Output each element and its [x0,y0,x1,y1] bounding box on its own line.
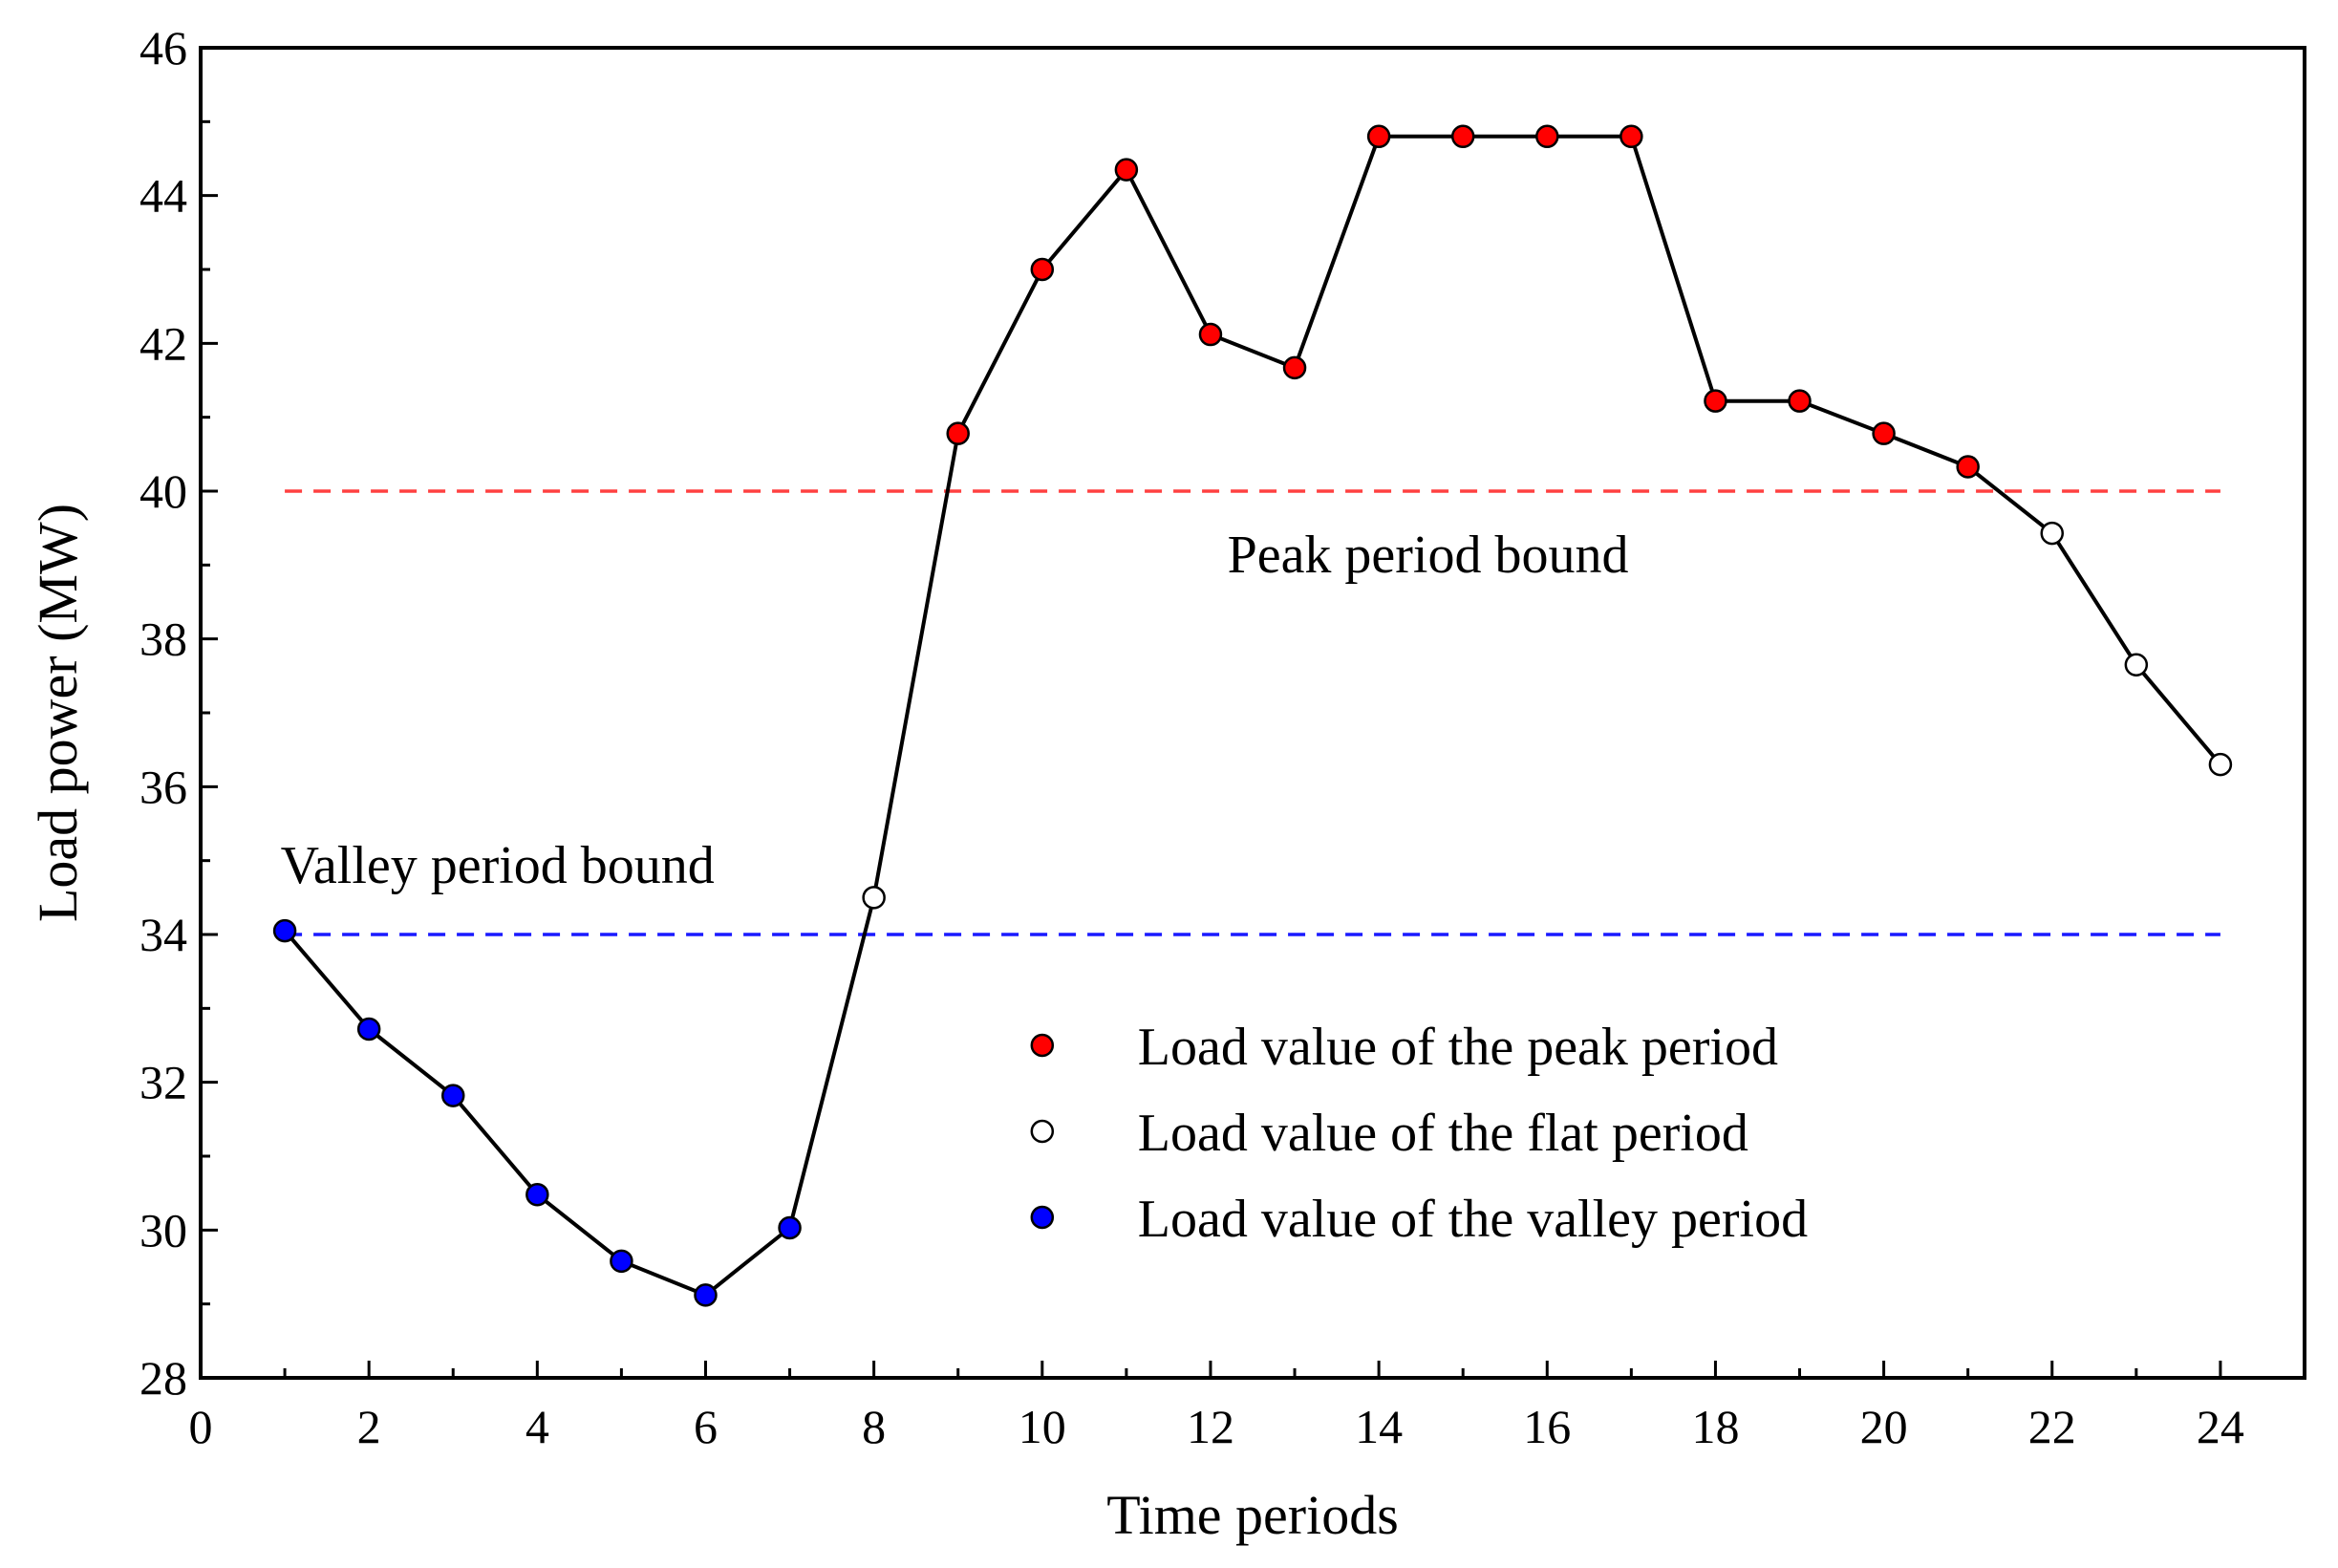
peak-point [1872,421,1896,445]
y-tick-label: 32 [139,1056,187,1109]
legend-label-flat: Load value of the flat period [1138,1104,1748,1163]
y-tick-label: 34 [139,908,187,961]
valley-bound-annotation: Valley period bound [281,836,715,895]
peak-point [1114,158,1139,182]
series-group [272,124,2233,1307]
y-tick-label: 42 [139,316,187,370]
peak-point [1450,124,1475,149]
legend-marker-valley [1030,1205,1055,1230]
peak-point [946,421,970,445]
valley-point [272,918,297,943]
legend-label-valley: Load value of the valley period [1138,1190,1808,1249]
valley-point [526,1182,549,1207]
labels-group: Peak period bound Valley period bound Ti… [27,504,1628,1546]
legend-marker-flat [1030,1119,1055,1144]
plot-frame [199,46,2306,1380]
x-tick-label: 10 [1019,1400,1066,1453]
valley-point [778,1215,802,1240]
x-tick-label: 22 [2028,1400,2076,1453]
axes-group: 0 2 4 6 8 10 12 14 16 18 20 22 242830323436384042444… [139,21,2306,1453]
valley-point [356,1017,381,1042]
y-tick-label: 36 [139,760,187,813]
x-tick-label: 18 [1691,1400,1739,1453]
peak-point [1030,257,1055,282]
x-tick-label: 6 [694,1400,718,1453]
load-series-line [283,134,2222,1298]
y-tick-label: 46 [139,21,187,75]
y-tick-label: 40 [139,464,187,518]
legend-marker-peak [1030,1033,1055,1058]
y-tick-label: 44 [139,169,187,223]
bound-lines-group [285,489,2220,936]
peak-point [1956,455,1980,479]
y-tick-label: 30 [139,1203,187,1257]
valley-point [694,1283,718,1307]
x-tick-label: 4 [526,1400,549,1453]
flat-point [2040,521,2065,546]
y-tick-label: 28 [139,1351,187,1405]
peak-bound-annotation: Peak period bound [1228,526,1629,585]
y-axis-title: Load power (MW) [27,504,89,922]
peak-point [1619,124,1643,149]
peak-point [1366,124,1391,149]
peak-point [1535,124,1559,149]
flat-point [2208,752,2233,777]
x-tick-label: 8 [862,1400,886,1453]
peak-point [1788,389,1812,413]
y-tick-label: 38 [139,612,187,666]
x-tick-label: 20 [1860,1400,1908,1453]
flat-point [2124,653,2149,677]
peak-point [1282,355,1307,380]
x-tick-label: 0 [189,1400,213,1453]
flat-point [862,886,886,910]
valley-point [610,1249,633,1274]
x-tick-label: 16 [1523,1400,1571,1453]
legend: Load value of the peak period Load value … [1030,1018,1808,1249]
valley-point [440,1084,465,1107]
x-tick-label: 12 [1187,1400,1234,1453]
peak-point [1198,322,1223,347]
x-axis-title: Time periods [1106,1484,1399,1546]
x-tick-label: 14 [1355,1400,1403,1453]
peak-point [1704,389,1727,413]
x-tick-label: 2 [357,1400,381,1453]
x-tick-label: 24 [2197,1400,2244,1453]
legend-label-peak: Load value of the peak period [1138,1018,1778,1077]
